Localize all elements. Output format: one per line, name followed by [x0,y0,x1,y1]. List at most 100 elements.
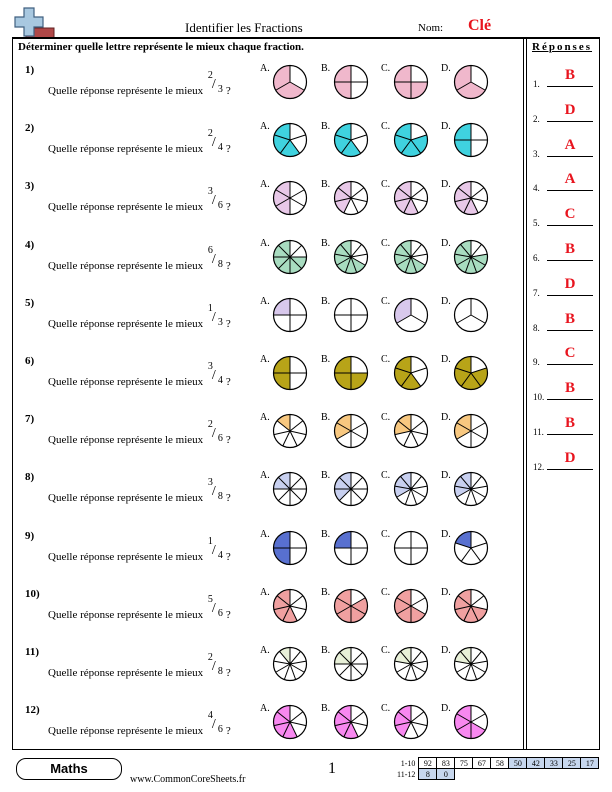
pie-sector-shaded [273,711,290,726]
fraction-pie-a [272,414,308,449]
pie-sector-shaded [394,651,411,664]
answer-value[interactable]: A [564,171,576,188]
option-letter: D. [441,121,451,133]
answer-line [547,225,593,227]
fraction-denominator: 3 [217,316,223,328]
question-text: Quelle réponse représente le mieux 5/6? [48,594,231,621]
pie-sector-shaded [343,722,359,739]
answer-value[interactable]: D [564,275,576,292]
answer-line [547,434,593,435]
answer-value[interactable]: C [564,345,576,362]
question-text: Quelle réponse représente le mieux 2/3? [48,70,231,97]
answer-value[interactable]: B [564,415,575,431]
answer-row: 4. A [533,171,593,196]
fraction-pie-b [333,64,369,100]
option-letter: A. [260,470,270,482]
pie-sector-shaded [273,547,290,565]
answer-number: 2. [533,113,540,124]
option-letter: C. [381,354,391,365]
answer-line [547,260,593,261]
pie-sector-shaded [454,476,471,490]
pie-sector-shaded [400,240,411,257]
pie-sector-shaded [273,135,290,154]
answer-row: 10. B [533,380,593,405]
option-letter: C. [381,295,391,307]
pie-sector-shaded [334,477,351,490]
fraction-pie-d [453,123,489,158]
question-mark: ? [225,201,231,214]
pie-sector-shaded [338,181,351,199]
answer-value[interactable]: B [564,310,575,327]
pie-sector-shaded [403,198,419,215]
pie-sector-shaded [339,472,351,490]
fraction-pie-c [393,297,429,332]
question-mark: ? [225,550,231,563]
fraction-pie-b [333,646,369,682]
answer-value[interactable]: B [564,241,575,257]
score-cell: 0 [436,768,456,780]
fraction-pie-d [453,64,489,100]
fraction-pie-b [333,181,369,216]
fraction-pie-d [453,530,489,565]
fraction: 5/6 [206,594,226,619]
pie-sector-shaded [394,711,411,726]
pie-sector-shaded [471,367,488,387]
answer-value[interactable]: C [564,206,576,223]
pie-sector-shaded [273,595,290,610]
fraction-slash: / [211,542,216,558]
website-link[interactable]: www.CommonCoreSheets.fr [130,774,246,785]
score-cell: 50 [508,757,528,769]
fraction: 3/8 [206,477,226,502]
fraction-pie-d [453,588,489,623]
answer-value[interactable]: B [564,380,575,397]
pie-sector-shaded [334,356,351,373]
fraction: 2/3 [206,70,226,95]
pie-sector-shaded [458,589,471,606]
answer-row: 8. B [533,311,593,336]
answer-row: 1. B [533,67,593,92]
fraction-pie-b [333,414,369,449]
pie-sector-shaded [278,240,290,257]
pie-sector-shaded [394,486,411,498]
fraction-denominator: 6 [217,607,223,619]
pie-sector-shaded [334,422,351,440]
question-prompt: Quelle réponse représente le mieux [48,434,206,447]
fraction-numerator: 2 [207,652,213,663]
answer-number: 9. [533,357,540,368]
answer-value[interactable]: A [564,136,576,153]
pie-sector-shaded [279,647,290,664]
pie-sector-shaded [463,605,479,623]
fraction-slash: / [211,484,216,500]
pie-sector-shaded [398,181,411,199]
option-letter: D. [441,470,451,482]
score-cell: 25 [562,757,582,769]
option-letter: B. [321,179,331,191]
option-letter: B. [321,63,331,74]
option-letter: A. [260,354,270,365]
pie-sector-shaded [277,414,290,432]
fraction-pie-d [453,181,489,216]
question-number: 12) [25,704,40,717]
fraction-pie-a [272,355,308,391]
option-letter: D. [441,528,451,540]
fraction-pie-c [393,472,429,507]
answer-row: 11. B [533,415,593,440]
answer-value[interactable]: D [564,101,576,118]
fraction-pie-d [453,705,489,740]
score-cell: 33 [544,757,564,769]
answer-value[interactable]: B [564,67,575,83]
pie-sector-shaded [394,367,411,387]
fraction-pie-c [393,588,429,623]
fraction-denominator: 3 [217,84,223,95]
pie-sector-shaded [290,256,302,274]
option-letter: A. [260,586,270,598]
pie-sector-shaded [400,647,411,664]
name-value[interactable]: Clé [468,17,492,34]
fraction-denominator: 6 [217,433,223,445]
score-cell: 92 [418,757,438,769]
answer-number: 11. [533,427,544,437]
answer-value[interactable]: D [564,449,576,466]
fraction-pie-b [333,588,369,623]
score-cell: 42 [526,757,546,769]
fraction-pie-d [453,355,489,391]
